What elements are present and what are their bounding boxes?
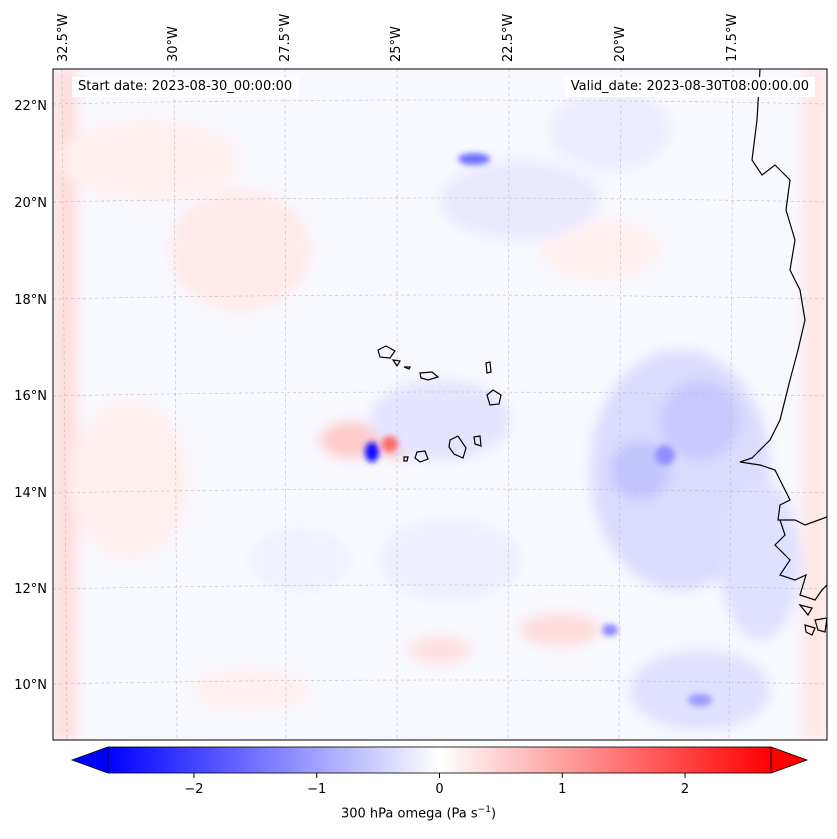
lon-tick-label: 22.5°W bbox=[501, 14, 516, 62]
coastline bbox=[377, 69, 827, 636]
colorbar-body bbox=[107, 746, 772, 774]
lat-tick-label: 20°N bbox=[14, 196, 47, 211]
colorbar-tick-label: 2 bbox=[681, 782, 689, 797]
colorbar-extend-high bbox=[770, 746, 809, 774]
colorbar-tick-label: −1 bbox=[307, 782, 326, 797]
colorbar: −2 −1 0 1 2 bbox=[70, 746, 809, 797]
colorbar-tick-label: 1 bbox=[558, 782, 566, 797]
start-date-label: Start date: 2023-08-30_00:00:00 bbox=[72, 77, 299, 97]
lat-tick-label: 22°N bbox=[14, 99, 47, 114]
island-santa-luzia bbox=[403, 366, 411, 370]
island-sao-vicente bbox=[391, 359, 401, 368]
lat-tick-label: 12°N bbox=[14, 582, 47, 597]
colorbar-label-exponent: −1 bbox=[477, 805, 491, 815]
lon-tick-label: 30°W bbox=[166, 26, 181, 62]
island-santiago bbox=[448, 435, 467, 459]
lon-tick-label: 25°W bbox=[389, 26, 404, 62]
island-boa-vista bbox=[486, 389, 502, 406]
lon-tick-label: 27.5°W bbox=[278, 14, 293, 62]
colorbar-ticks: −2 −1 0 1 2 bbox=[184, 773, 689, 797]
bijagos-islands bbox=[798, 603, 827, 636]
lat-tick-labels: 22°N 20°N 18°N 16°N 14°N 12°N 10°N bbox=[14, 99, 47, 693]
gridlines bbox=[53, 69, 827, 740]
lon-tick-label: 20°W bbox=[613, 26, 628, 62]
colorbar-tick-label: 0 bbox=[435, 782, 443, 797]
colorbar-tick-label: −2 bbox=[184, 782, 203, 797]
lat-tick-label: 16°N bbox=[14, 389, 47, 404]
lon-tick-label: 32.5°W bbox=[56, 14, 71, 62]
lat-tick-label: 18°N bbox=[14, 293, 47, 308]
island-santo-antao bbox=[377, 345, 396, 359]
africa-coastline-south bbox=[774, 519, 827, 601]
colorbar-extend-low bbox=[70, 746, 109, 774]
map-frame bbox=[52, 68, 828, 741]
omega-extremes bbox=[365, 153, 712, 706]
valid-date-label: Valid_date: 2023-08-30T08:00:00.00 bbox=[564, 77, 815, 97]
island-sal bbox=[485, 361, 492, 374]
colorbar-label: 300 hPa omega (Pa s−1) bbox=[0, 805, 837, 821]
island-sao-nicolau bbox=[419, 371, 440, 381]
lon-tick-labels: 32.5°W 30°W 27.5°W 25°W 22.5°W 20°W 17.5… bbox=[56, 14, 740, 62]
island-brava bbox=[403, 456, 409, 462]
africa-coastline bbox=[739, 69, 827, 526]
omega-anomalies bbox=[53, 69, 827, 740]
lat-tick-label: 10°N bbox=[14, 678, 47, 693]
lat-tick-label: 14°N bbox=[14, 486, 47, 501]
colorbar-label-suffix: ) bbox=[490, 806, 497, 822]
island-maio bbox=[473, 435, 482, 447]
lon-tick-label: 17.5°W bbox=[725, 14, 740, 62]
omega-field bbox=[53, 69, 827, 740]
colorbar-label-text: 300 hPa omega (Pa s bbox=[340, 806, 478, 822]
island-fogo bbox=[414, 450, 429, 463]
